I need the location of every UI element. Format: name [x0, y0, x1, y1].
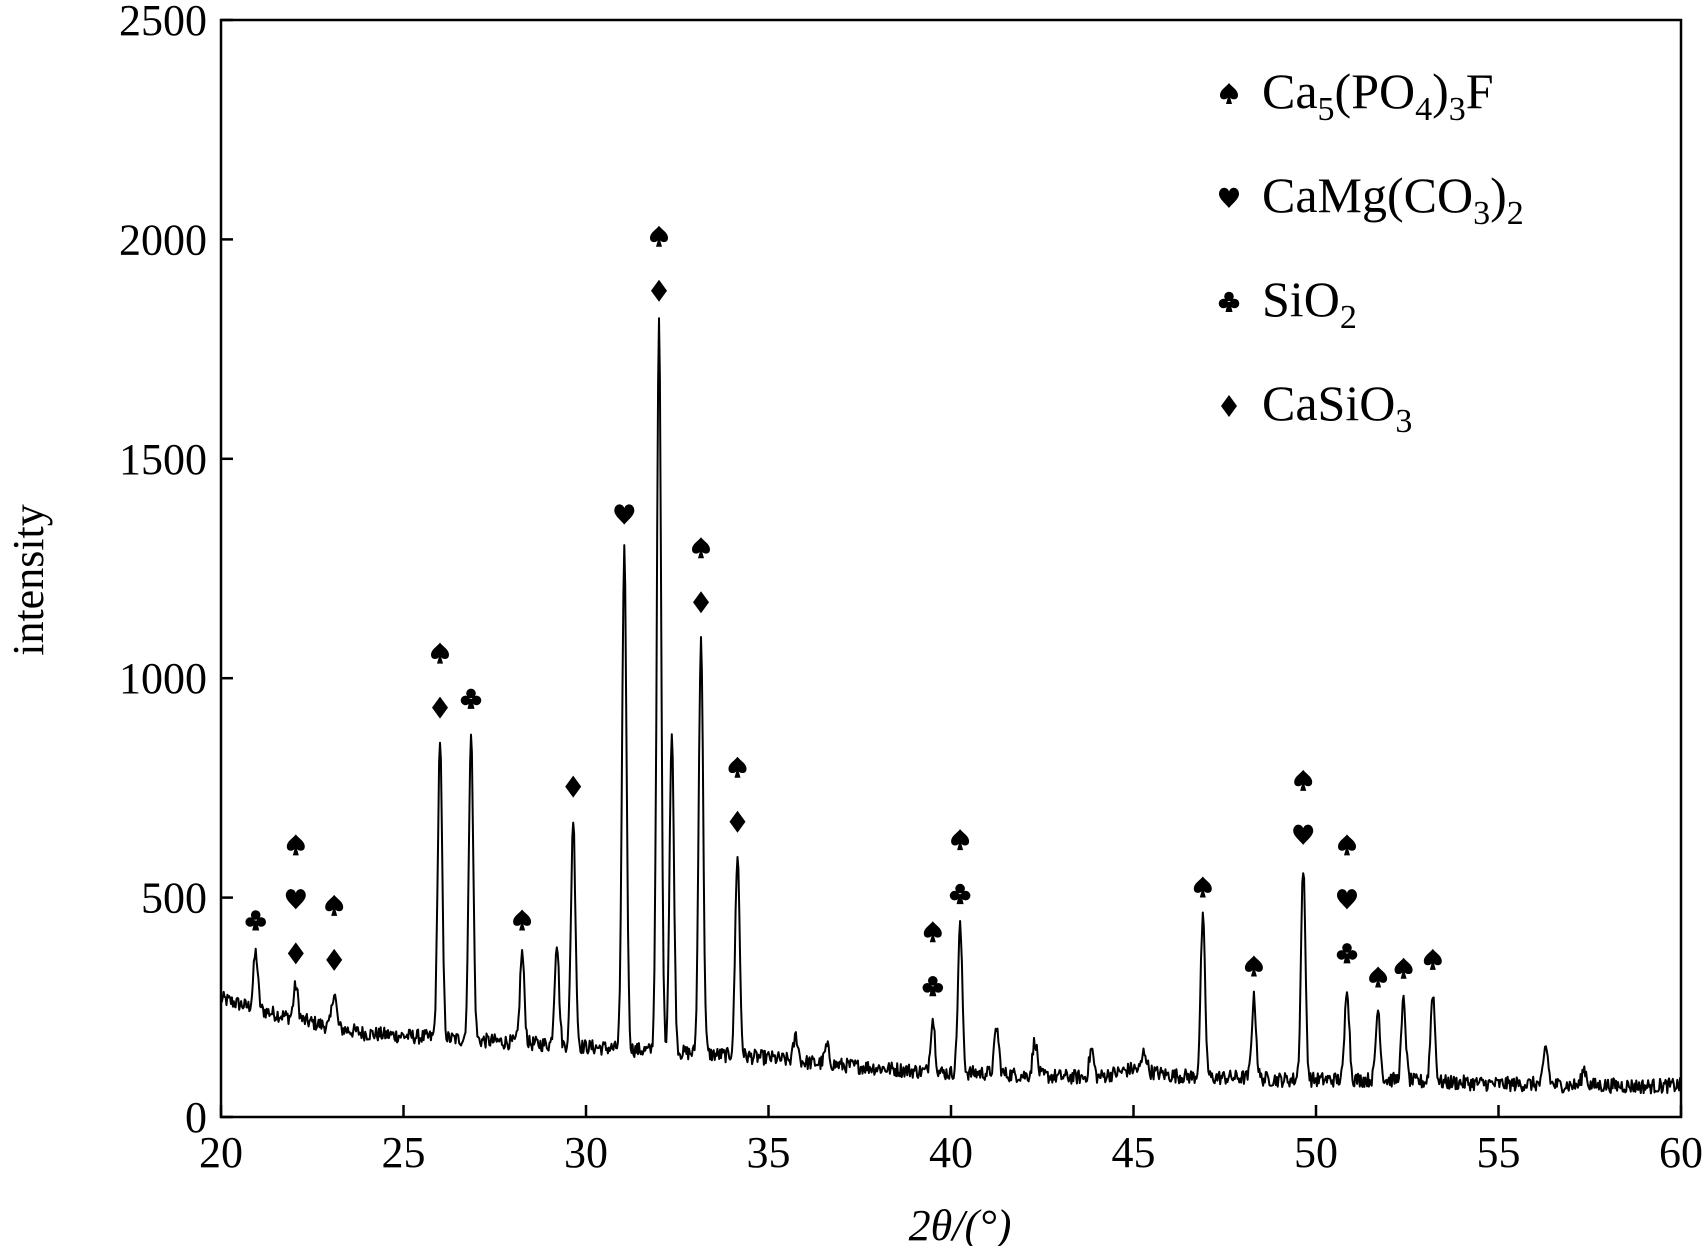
diamond-icon [432, 696, 448, 719]
y-tick-label: 2500 [119, 0, 207, 45]
spade-icon [951, 829, 970, 851]
y-tick-label: 1500 [119, 435, 207, 484]
heart-icon [1337, 889, 1357, 910]
x-axis-ticks: 20 25 30 35 40 45 50 55 60 [199, 1105, 1703, 1177]
x-tick-label: 30 [564, 1128, 608, 1177]
spade-icon [1244, 955, 1263, 977]
spade-icon [650, 225, 668, 247]
diamond-icon [693, 591, 709, 614]
spade-icon [1338, 834, 1356, 856]
y-tick-label: 500 [141, 874, 207, 923]
y-tick-label: 0 [185, 1093, 207, 1142]
heart-icon [1219, 187, 1239, 208]
spade-icon [1423, 948, 1442, 970]
diamond-icon [326, 948, 343, 971]
club-icon [245, 910, 266, 931]
club-icon [922, 976, 944, 997]
legend: Ca5(PO4)3F CaMg(CO3)2 SiO2 CaSiO3 [1218, 63, 1524, 440]
peak-markers [245, 225, 1442, 997]
heart-icon [1293, 824, 1314, 845]
x-tick-label: 50 [1294, 1128, 1338, 1177]
spade-icon [923, 921, 942, 943]
diamond-icon [1221, 395, 1237, 417]
y-tick-label: 2000 [119, 215, 207, 264]
diamond-icon [565, 775, 582, 798]
heart-icon [285, 889, 306, 910]
x-tick-label: 35 [747, 1128, 791, 1177]
spade-icon [692, 537, 710, 559]
spade-icon [1294, 769, 1313, 791]
club-icon [1336, 943, 1358, 964]
spade-icon [1394, 957, 1413, 979]
y-axis-ticks: 0 500 1000 1500 2000 2500 [119, 0, 233, 1142]
spade-icon [728, 756, 747, 778]
legend-label: CaSiO3 [1262, 375, 1412, 440]
y-axis-label: intensity [4, 504, 53, 656]
legend-label: SiO2 [1262, 271, 1357, 336]
legend-label: CaMg(CO3)2 [1262, 167, 1524, 232]
diamond-icon [287, 942, 304, 965]
club-icon [949, 883, 971, 905]
xrd-pattern-line [220, 317, 1682, 1095]
spade-icon [286, 834, 305, 856]
y-tick-label: 1000 [119, 654, 207, 703]
x-axis-label: 2θ/(°) [909, 1201, 1012, 1246]
spade-icon [1369, 966, 1388, 988]
spade-icon [1193, 876, 1212, 898]
spade-icon [325, 894, 344, 916]
club-icon [1218, 291, 1240, 312]
spade-icon [513, 909, 532, 931]
heart-icon [614, 504, 635, 525]
x-tick-label: 40 [929, 1128, 973, 1177]
spade-icon [431, 642, 449, 664]
x-tick-label: 55 [1477, 1128, 1521, 1177]
x-tick-label: 20 [199, 1128, 243, 1177]
club-icon [460, 688, 482, 709]
x-tick-label: 60 [1659, 1128, 1703, 1177]
legend-label: Ca5(PO4)3F [1262, 63, 1494, 128]
diamond-icon [651, 279, 667, 302]
diamond-icon [729, 810, 746, 833]
spade-icon [1220, 83, 1238, 104]
x-tick-label: 25 [382, 1128, 426, 1177]
x-tick-label: 45 [1112, 1128, 1156, 1177]
